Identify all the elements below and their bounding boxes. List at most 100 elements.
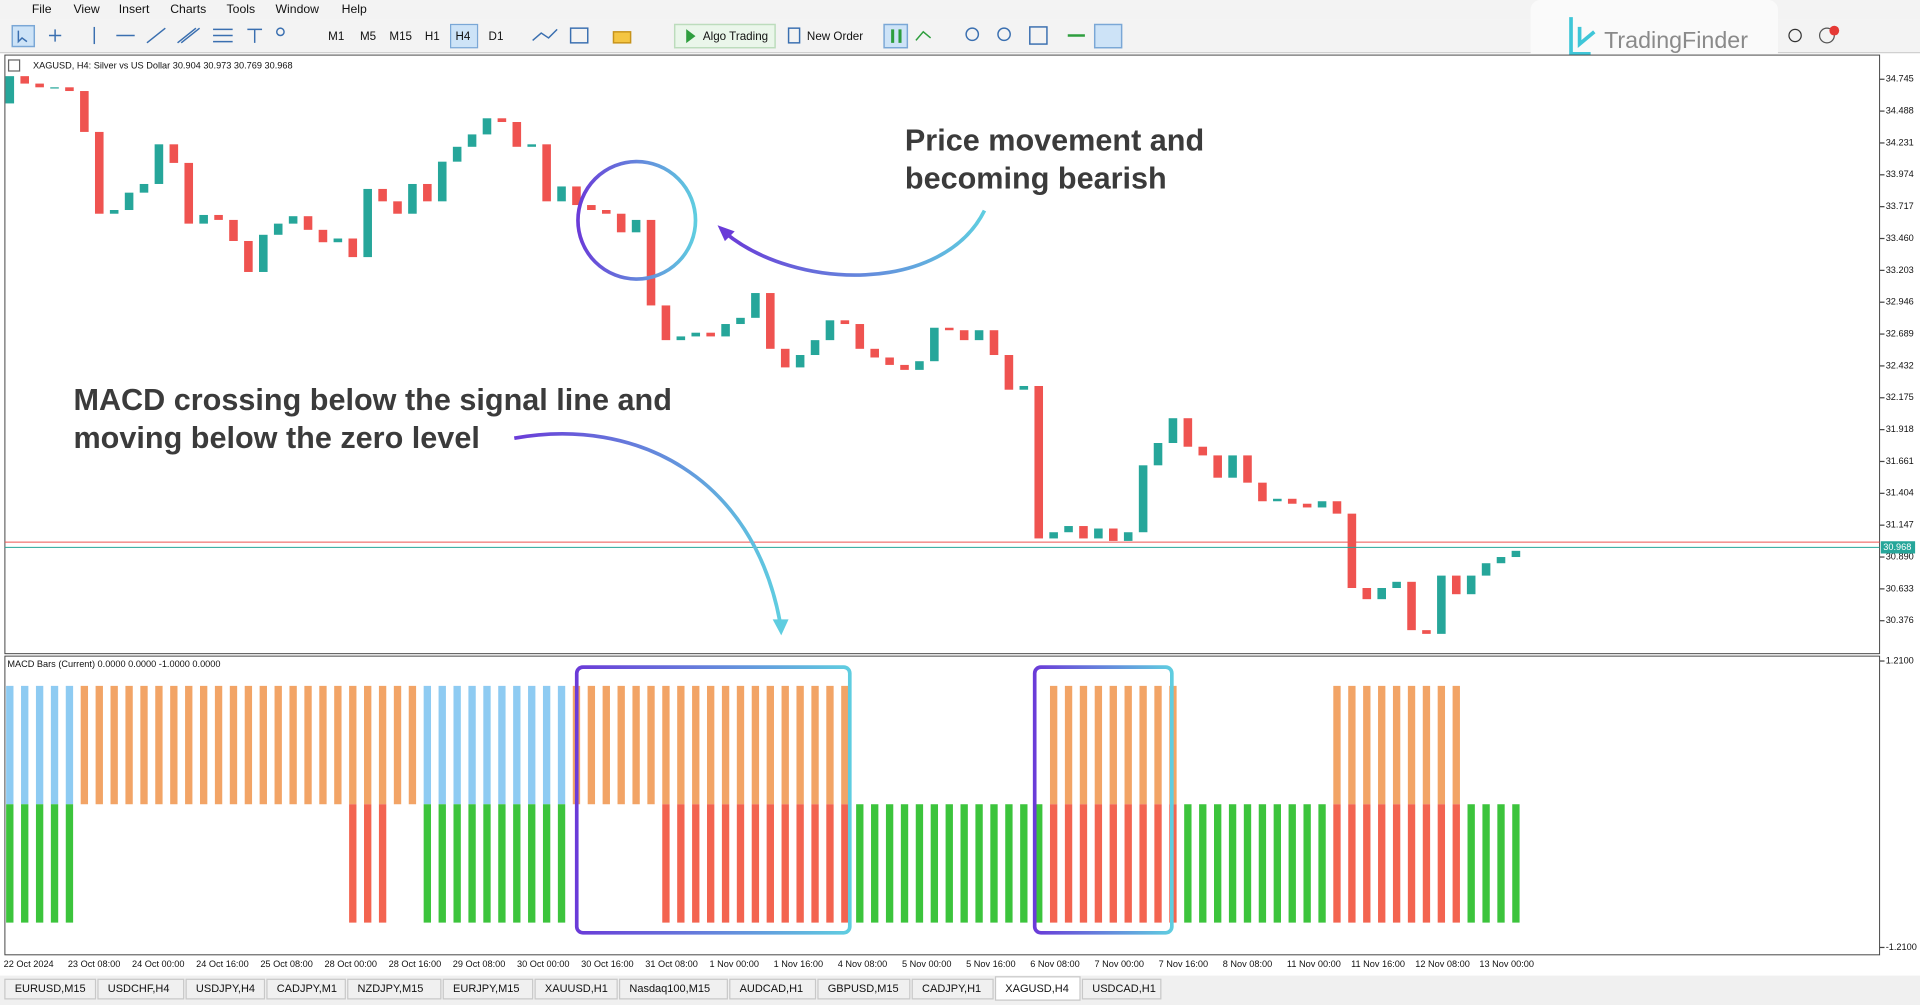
tab[interactable] [534,978,618,1000]
macd-bar [811,804,819,923]
macd-bar [1049,685,1058,805]
macd-bar [721,685,730,805]
candle [974,330,984,341]
trendline-icon[interactable] [146,27,166,44]
macd-bar [1258,804,1267,923]
candle [1004,355,1014,390]
line-chart-icon[interactable] [915,30,932,41]
macd-bar [1199,804,1207,923]
macd-bar [677,685,685,805]
macd-bar [528,685,536,805]
highlight-box [1032,665,1174,935]
menu-item[interactable]: Tools [227,2,256,16]
fibo-icon[interactable] [213,28,233,43]
text-icon[interactable] [247,28,263,43]
shift-button[interactable] [1093,23,1123,49]
macd-bar [662,685,670,805]
profiles-icon[interactable] [612,31,632,44]
x-tick-label: 22 Oct 2024 [4,959,54,969]
zoom-out-icon[interactable] [997,27,1011,42]
y-tick-label: 34.488 [1886,106,1914,116]
timeframe-button[interactable]: M1 [328,30,344,43]
tab[interactable] [185,978,266,1000]
macd-bar [140,685,148,805]
zoom-in-icon[interactable] [965,27,980,42]
candle [1377,588,1386,600]
new-order-icon[interactable] [787,27,801,44]
macd-bar [438,804,446,923]
candle [452,146,462,162]
macd-bar [21,804,29,923]
candle [1109,528,1118,541]
search-icon[interactable] [1788,28,1802,43]
tab[interactable] [4,978,97,1000]
indicator-frame [4,655,1881,956]
macd-bar [1273,804,1281,923]
shapes-icon[interactable] [276,27,285,37]
grid-icon[interactable] [1029,26,1048,45]
timeframe-button[interactable]: M5 [360,30,376,43]
tab[interactable] [618,978,728,1000]
candle [1258,482,1267,502]
timeframe-button[interactable]: H4 [456,30,471,43]
candle [333,238,343,243]
menu-item[interactable]: Charts [170,2,206,16]
macd-bar [841,804,849,923]
macd-bar [990,804,998,923]
menu-item[interactable]: File [32,2,52,16]
candle [915,361,924,370]
candle [885,357,894,365]
indicators-icon[interactable] [532,28,558,41]
timeframe-button[interactable]: M15 [389,30,412,43]
menu-item[interactable]: Help [342,2,367,16]
tab[interactable] [911,978,994,1000]
templates-icon[interactable] [569,27,589,44]
macd-bar [1482,804,1490,923]
algo-trading-button[interactable] [673,23,776,49]
indicator-title: MACD Bars (Current) 0.0000 0.0000 -1.000… [7,659,220,669]
tab[interactable] [729,978,817,1000]
candles-button[interactable] [883,23,909,49]
tab[interactable] [994,976,1081,1001]
candle [751,293,760,318]
candle [691,332,701,337]
candle [80,91,89,132]
cursor-button[interactable] [11,24,36,48]
tab[interactable] [97,978,185,1000]
macd-bar [1154,685,1162,805]
macd-bar [1184,804,1192,923]
tab[interactable] [817,978,911,1000]
timeframe-button[interactable]: H1 [425,30,440,43]
tab-label: USDCHF,H4 [108,983,170,995]
macd-bar [408,685,417,805]
x-tick-label: 23 Oct 08:00 [68,959,121,969]
tab[interactable] [347,978,442,1000]
channel-icon[interactable] [177,27,201,44]
menu-item[interactable]: Window [276,2,320,16]
candle [1302,503,1312,508]
macd-bar [1363,804,1371,923]
tab[interactable] [266,978,346,1000]
macd-bar [677,804,685,923]
candle [109,210,119,214]
candle [601,210,611,214]
arrow-price [723,209,987,277]
tab[interactable] [442,978,534,1000]
menu-item[interactable]: View [73,2,99,16]
timeframe-button[interactable]: D1 [489,30,504,43]
macd-bar [483,804,491,923]
tab[interactable] [1081,978,1162,1000]
macd-bar [1288,804,1296,923]
x-tick-label: 24 Oct 00:00 [132,959,185,969]
candle [542,144,551,202]
menu-item[interactable]: Insert [119,2,150,16]
candle [94,131,104,214]
x-tick-label: 12 Nov 08:00 [1415,959,1470,969]
macd-bar [885,804,894,923]
new-order-label[interactable]: New Order [807,30,863,43]
x-tick-label: 1 Nov 16:00 [774,959,823,969]
candle [646,219,656,306]
candle [676,336,686,341]
crosshair-icon[interactable] [48,29,62,42]
